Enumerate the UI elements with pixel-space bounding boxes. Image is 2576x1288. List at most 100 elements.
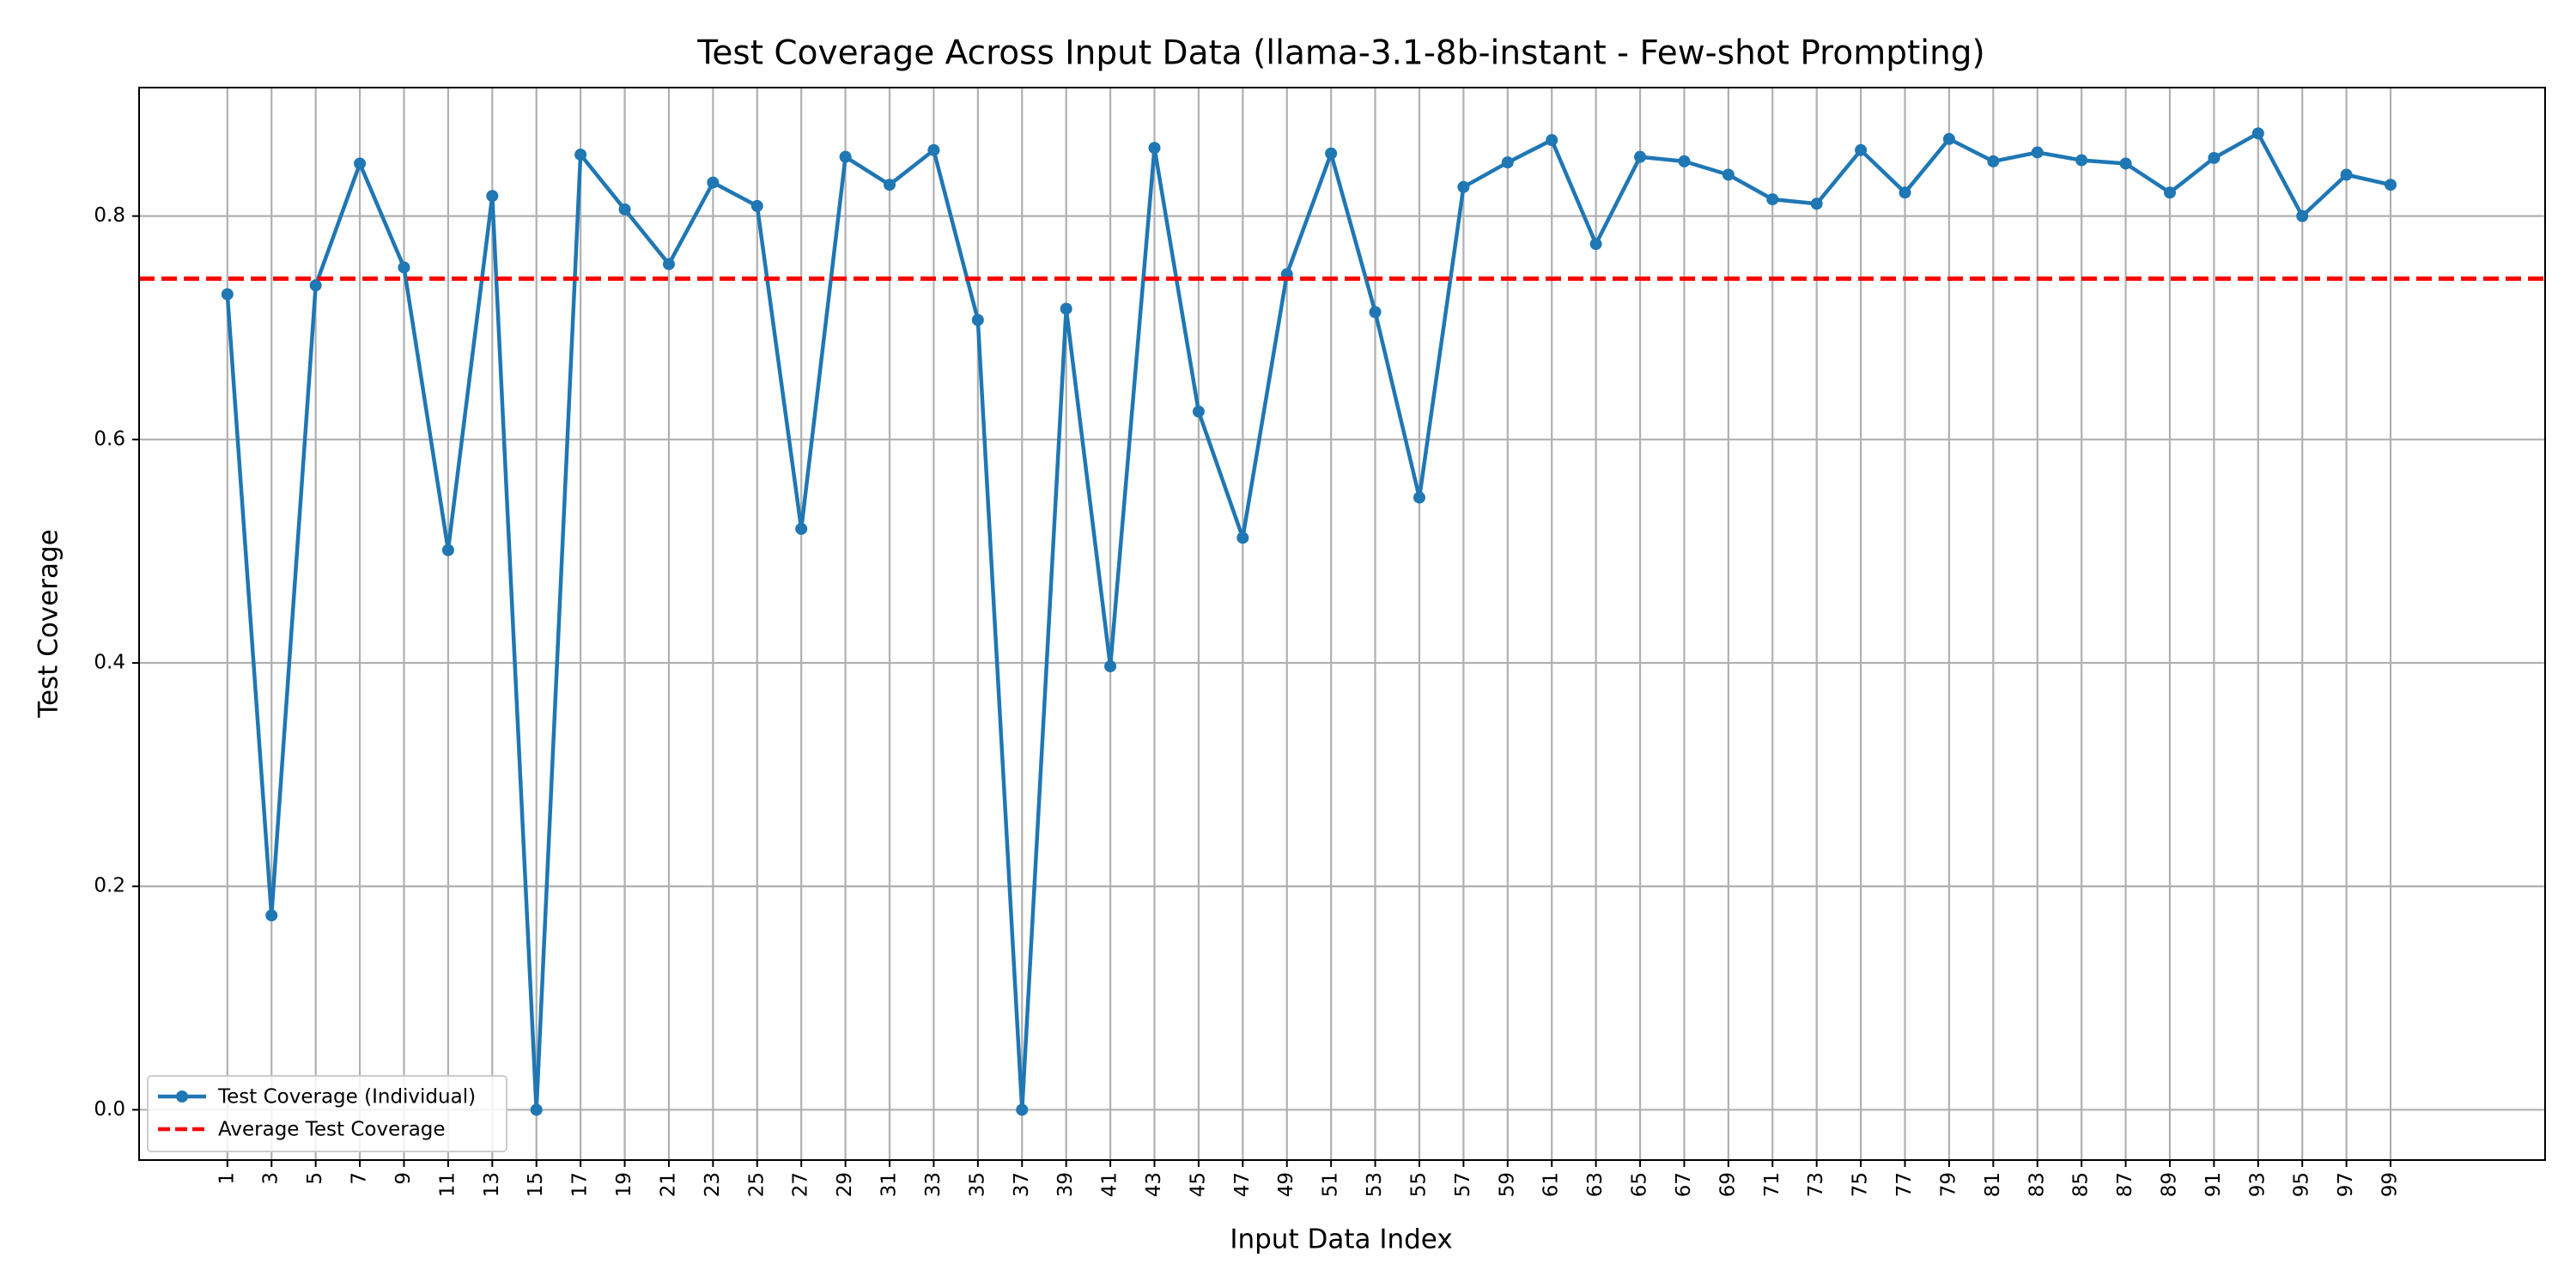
x-tick-label: 73 bbox=[1805, 1172, 1827, 1197]
data-point bbox=[1192, 405, 1205, 418]
x-tick-label: 51 bbox=[1320, 1172, 1342, 1197]
data-point bbox=[1501, 156, 1514, 169]
data-point bbox=[354, 157, 367, 170]
data-point bbox=[1148, 142, 1161, 155]
axis-ticks: 1 3 5 7 9 11 13 15 17 19 21 23 25 27 29 31 33 35 37 39 41 43 4… bbox=[94, 204, 2401, 1197]
x-tick-label: 97 bbox=[2335, 1172, 2357, 1197]
x-tick-label: 55 bbox=[1407, 1172, 1430, 1197]
data-point bbox=[1325, 147, 1338, 160]
x-tick-label: 23 bbox=[702, 1172, 724, 1197]
y-tick-label: 0.0 bbox=[94, 1098, 125, 1121]
data-point bbox=[265, 909, 278, 922]
x-tick-label: 95 bbox=[2291, 1172, 2313, 1197]
data-point bbox=[2075, 154, 2088, 167]
data-point bbox=[2031, 146, 2044, 159]
data-point bbox=[1413, 491, 1425, 504]
x-tick-label: 81 bbox=[1982, 1172, 2004, 1197]
x-tick-label: 39 bbox=[1054, 1172, 1077, 1197]
series-line-individual bbox=[225, 131, 2391, 1112]
x-tick-label: 17 bbox=[569, 1172, 592, 1197]
x-tick-label: 31 bbox=[878, 1172, 901, 1197]
x-tick-label: 41 bbox=[1099, 1172, 1121, 1197]
x-tick-label: 27 bbox=[790, 1172, 812, 1197]
x-tick-label: 75 bbox=[1850, 1172, 1872, 1197]
x-tick-label: 15 bbox=[525, 1172, 547, 1197]
data-point bbox=[2251, 127, 2264, 140]
data-point bbox=[795, 522, 808, 535]
legend-marker-individual bbox=[176, 1091, 188, 1103]
x-tick-label: 1 bbox=[216, 1172, 238, 1185]
y-tick-label: 0.4 bbox=[94, 652, 125, 674]
x-tick-label: 25 bbox=[745, 1172, 768, 1197]
data-point bbox=[1104, 659, 1117, 672]
data-point bbox=[618, 203, 631, 216]
data-point bbox=[927, 143, 940, 156]
x-tick-label: 71 bbox=[1761, 1172, 1783, 1197]
series-group bbox=[139, 127, 2545, 1116]
x-tick-label: 67 bbox=[1673, 1172, 1695, 1197]
x-tick-label: 59 bbox=[1496, 1172, 1518, 1197]
x-tick-label: 49 bbox=[1275, 1172, 1297, 1197]
data-point bbox=[971, 313, 984, 326]
x-tick-label: 35 bbox=[966, 1172, 988, 1197]
x-tick-label: 65 bbox=[1629, 1172, 1651, 1197]
data-point bbox=[1589, 238, 1602, 251]
x-tick-label: 53 bbox=[1364, 1172, 1386, 1197]
legend-box bbox=[147, 1075, 507, 1152]
x-tick-label: 13 bbox=[481, 1172, 503, 1197]
x-tick-label: 93 bbox=[2246, 1172, 2269, 1197]
data-point bbox=[839, 150, 852, 163]
y-tick-label: 0.6 bbox=[94, 428, 125, 450]
x-tick-label: 63 bbox=[1584, 1172, 1607, 1197]
x-tick-label: 21 bbox=[657, 1172, 679, 1197]
data-point bbox=[221, 288, 234, 301]
data-point bbox=[1060, 302, 1072, 315]
data-point bbox=[1236, 532, 1249, 544]
grid bbox=[139, 88, 2545, 1160]
x-tick-label: 33 bbox=[922, 1172, 945, 1197]
x-tick-label: 19 bbox=[613, 1172, 635, 1197]
data-point bbox=[309, 279, 322, 292]
data-point bbox=[1678, 155, 1691, 167]
x-tick-label: 3 bbox=[260, 1172, 283, 1185]
data-point bbox=[2119, 157, 2132, 170]
x-tick-label: 11 bbox=[436, 1172, 459, 1197]
data-point bbox=[2340, 168, 2353, 181]
x-tick-label: 9 bbox=[392, 1172, 415, 1185]
data-point bbox=[1722, 168, 1735, 181]
x-tick-label: 79 bbox=[1937, 1172, 1959, 1197]
x-tick-label: 91 bbox=[2202, 1172, 2225, 1197]
y-axis-label: Test Coverage bbox=[33, 529, 64, 718]
data-point bbox=[1810, 197, 1823, 210]
data-point bbox=[574, 149, 587, 161]
legend-label-average: Average Test Coverage bbox=[218, 1119, 446, 1141]
data-point bbox=[2163, 186, 2176, 199]
plot-frame bbox=[138, 87, 2546, 1161]
data-point bbox=[1855, 143, 1868, 156]
x-tick-label: 7 bbox=[349, 1172, 371, 1185]
data-point bbox=[1987, 155, 2000, 167]
y-tick-label: 0.2 bbox=[94, 875, 125, 897]
y-tick-label: 0.8 bbox=[94, 204, 125, 227]
x-tick-label: 61 bbox=[1540, 1172, 1563, 1197]
data-point bbox=[884, 179, 896, 191]
x-tick-label: 45 bbox=[1187, 1172, 1209, 1197]
data-point bbox=[1546, 134, 1558, 147]
x-tick-label: 69 bbox=[1716, 1172, 1739, 1197]
x-tick-label: 89 bbox=[2158, 1172, 2180, 1197]
data-point bbox=[1899, 186, 1911, 199]
data-point bbox=[441, 544, 454, 556]
x-axis-label: Input Data Index bbox=[1230, 1224, 1452, 1255]
data-point bbox=[1016, 1103, 1029, 1116]
data-point bbox=[2296, 210, 2309, 222]
x-tick-label: 5 bbox=[304, 1172, 326, 1185]
x-tick-label: 29 bbox=[834, 1172, 856, 1197]
legend-label-individual: Test Coverage (Individual) bbox=[217, 1086, 476, 1109]
x-tick-label: 85 bbox=[2070, 1172, 2093, 1197]
data-point bbox=[750, 199, 763, 212]
data-point bbox=[707, 176, 720, 189]
x-tick-label: 99 bbox=[2379, 1172, 2402, 1197]
data-point bbox=[1766, 193, 1779, 206]
